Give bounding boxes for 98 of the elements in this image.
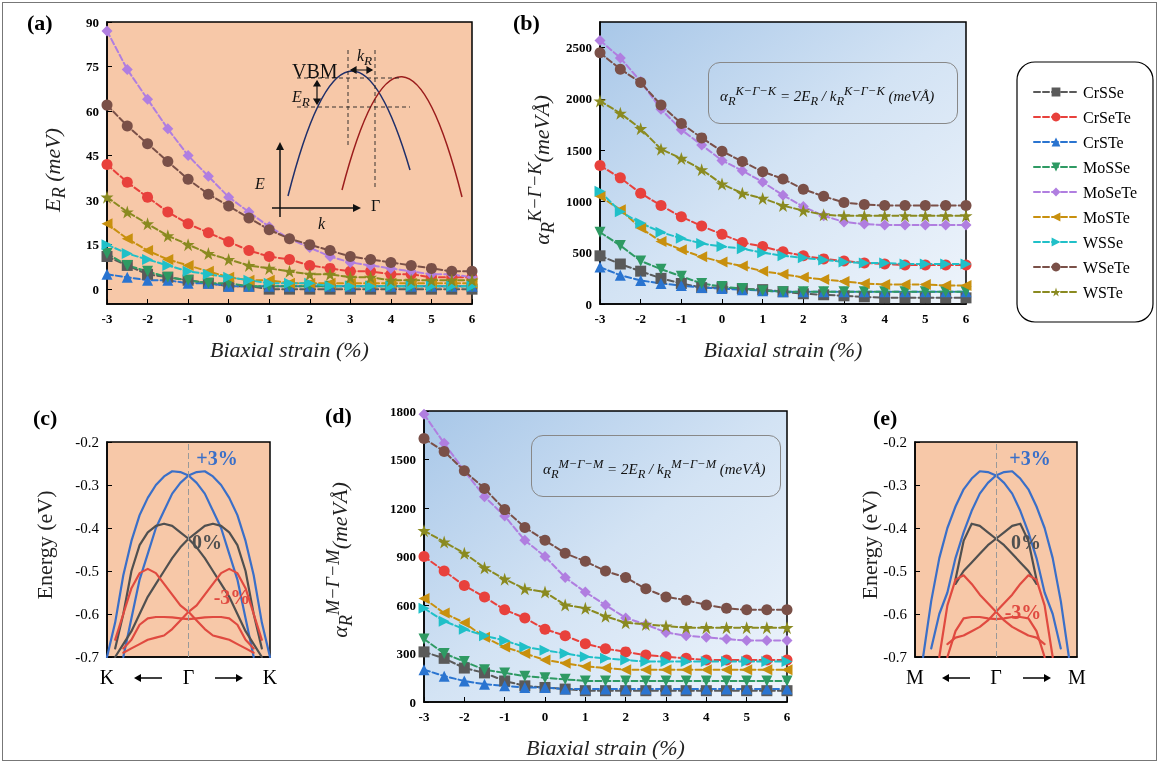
annotation: E <box>255 175 265 193</box>
annotation: k <box>318 215 326 233</box>
x-tick-label: 4 <box>387 311 395 326</box>
x-tick-label: Γ <box>990 666 1002 688</box>
legend-label: WSeTe <box>1083 258 1130 276</box>
x-tick-label: Γ <box>182 666 195 688</box>
x-tick-label: K <box>262 666 278 688</box>
x-tick-label: 6 <box>468 311 476 326</box>
x-tick-label: 1 <box>759 311 766 326</box>
y-tick-label: -0.6 <box>883 606 908 622</box>
legend-label: WSTe <box>1083 283 1123 301</box>
y-axis-title: Energy (eV) <box>857 490 883 600</box>
x-tick-label: 2 <box>800 311 807 326</box>
y-tick-label: 600 <box>396 597 416 613</box>
y-tick-label: 15 <box>86 237 100 253</box>
chart-title: (c) <box>33 404 58 430</box>
x-tick-label: -1 <box>182 311 194 326</box>
legend-label: MoSeTe <box>1083 183 1137 201</box>
legend-label: CrSTe <box>1083 133 1124 151</box>
y-tick-label: -0.7 <box>75 649 100 665</box>
annotation: 0% <box>192 530 222 554</box>
y-tick-label: 1500 <box>566 142 592 158</box>
x-tick-label: 4 <box>881 311 889 326</box>
x-tick-label: 1 <box>582 709 589 724</box>
annotation: VBM <box>292 60 338 83</box>
y-axis-title: Energy (eV) <box>32 490 58 600</box>
text: α$_{R}$$^{K−Γ−K}$ = 2E$_{R}$ / k$_{R}$$^{K−Γ−K}$ (meVÅ) <box>720 84 935 108</box>
x-tick-label: 3 <box>347 311 355 326</box>
x-tick-label: 6 <box>783 709 791 724</box>
x-axis-title: Biaxial strain (%) <box>703 336 863 362</box>
y-tick-label: 0 <box>409 694 416 710</box>
x-axis-title: Biaxial strain (%) <box>210 336 369 362</box>
annotation: Γ <box>371 197 381 215</box>
x-tick-label: 0 <box>225 311 232 326</box>
y-tick-label: -0.4 <box>883 520 908 536</box>
legend-label: CrSeTe <box>1083 108 1131 126</box>
y-tick-label: 1800 <box>390 403 416 419</box>
x-tick-label: 2 <box>622 709 629 724</box>
y-tick-label: 60 <box>86 103 99 119</box>
x-tick-label: 0 <box>541 709 549 724</box>
y-tick-label: 500 <box>572 245 592 261</box>
x-tick-label: 0 <box>718 311 726 326</box>
y-tick-label: -0.5 <box>75 563 99 579</box>
x-tick-label: -1 <box>675 311 687 326</box>
y-tick-label: 1000 <box>566 193 592 209</box>
y-tick-label: -0.6 <box>75 606 100 622</box>
y-tick-label: 45 <box>86 148 100 164</box>
x-tick-label: K <box>99 666 115 688</box>
chart-title: (a) <box>27 9 53 35</box>
y-tick-label: -0.5 <box>883 563 907 579</box>
x-tick-label: -2 <box>635 311 647 326</box>
y-tick-label: 0 <box>585 296 592 312</box>
y-tick-label: -0.4 <box>75 520 100 536</box>
x-tick-label: -3 <box>101 311 113 326</box>
x-tick-label: 5 <box>428 311 436 326</box>
chart-title: (e) <box>873 404 898 430</box>
x-tick-label: M <box>906 666 925 688</box>
annotation: E$_{R}$ <box>292 88 310 111</box>
annotation: +3% <box>1009 446 1051 470</box>
annotation: +3% <box>196 446 238 470</box>
y-tick-label: 75 <box>86 59 100 75</box>
y-tick-label: 1200 <box>390 500 416 516</box>
y-tick-label: 1500 <box>390 452 416 467</box>
x-tick-label: -1 <box>499 709 511 724</box>
y-tick-label: -0.7 <box>883 649 908 665</box>
y-tick-label: -0.2 <box>75 434 99 450</box>
x-tick-label: 5 <box>743 709 751 724</box>
x-tick-label: 1 <box>265 311 273 326</box>
y-tick-label: 2000 <box>566 91 592 107</box>
y-tick-label: 0 <box>92 281 99 297</box>
x-axis-title: Biaxial strain (%) <box>526 734 685 760</box>
y-tick-label: 300 <box>396 646 416 661</box>
legend-label: CrSSe <box>1083 83 1124 101</box>
x-tick-label: 6 <box>962 311 970 326</box>
y-tick-label: -0.3 <box>75 477 99 493</box>
x-tick-label: -3 <box>418 709 430 724</box>
x-tick-label: -2 <box>458 709 470 724</box>
y-tick-label: 30 <box>86 192 99 208</box>
annotation: k$_{R}$ <box>357 47 373 70</box>
chart-title: (d) <box>325 402 352 428</box>
y-tick-label: -0.2 <box>883 434 907 450</box>
y-tick-label: 2500 <box>566 40 592 56</box>
x-tick-label: 2 <box>306 311 314 326</box>
y-tick-label: 900 <box>396 549 416 564</box>
legend-label: WSSe <box>1083 233 1123 251</box>
text: α$_{R}$$^{M−Γ−M}$ = 2E$_{R}$ / k$_{R}$$^{M−Γ−M}$ (meVÅ) <box>543 457 766 481</box>
x-tick-label: -2 <box>142 311 153 326</box>
chart-title: (b) <box>513 9 540 35</box>
x-tick-label: 5 <box>922 311 930 326</box>
x-tick-label: 4 <box>703 709 711 724</box>
y-tick-label: -0.3 <box>883 477 907 493</box>
x-tick-label: 3 <box>662 709 670 724</box>
legend-label: MoSSe <box>1083 158 1131 176</box>
legend-label: MoSTe <box>1083 208 1130 226</box>
y-tick-label: 90 <box>86 14 99 30</box>
x-tick-label: M <box>1068 666 1087 688</box>
x-tick-label: -3 <box>594 311 606 326</box>
x-tick-label: 3 <box>840 311 848 326</box>
